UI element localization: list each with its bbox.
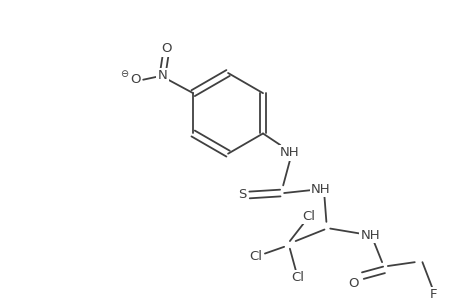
Text: O: O: [161, 43, 171, 56]
Text: NH: NH: [280, 146, 299, 159]
Text: Cl: Cl: [302, 210, 315, 223]
Text: F: F: [429, 288, 437, 300]
Text: Cl: Cl: [248, 250, 261, 263]
Text: ⊖: ⊖: [120, 69, 128, 79]
Text: S: S: [237, 188, 246, 202]
Text: O: O: [130, 73, 140, 86]
Text: Cl: Cl: [291, 271, 303, 284]
Text: NH: NH: [310, 183, 330, 196]
Text: NH: NH: [360, 229, 380, 242]
Text: N: N: [157, 69, 167, 82]
Text: O: O: [347, 277, 358, 290]
